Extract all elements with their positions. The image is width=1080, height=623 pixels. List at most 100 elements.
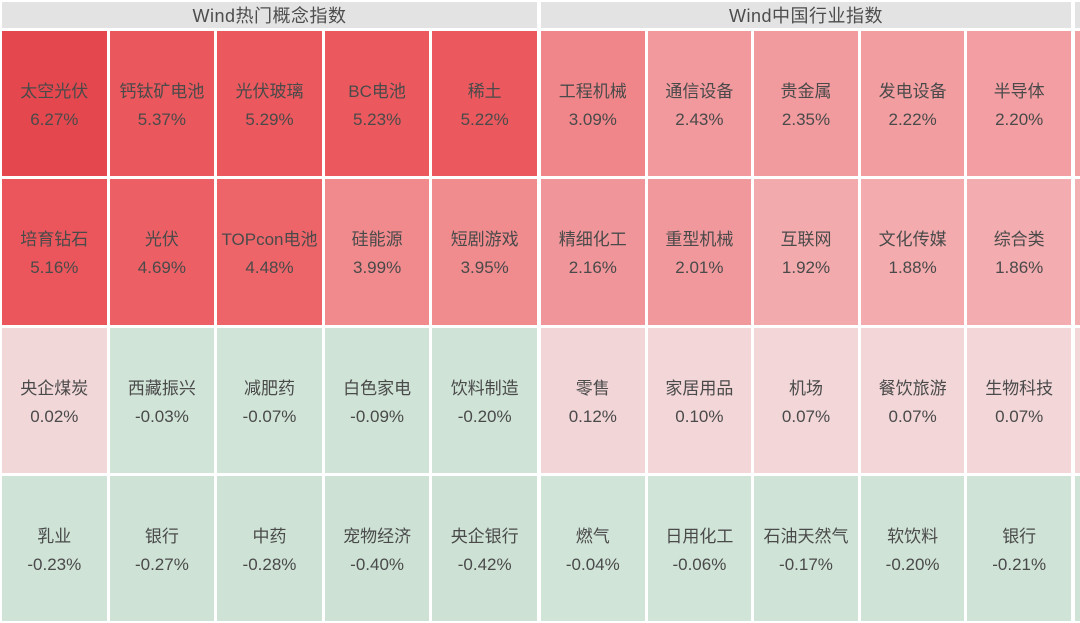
cell-label: 半导体: [993, 82, 1045, 102]
cell-change: -0.07%: [242, 406, 297, 426]
heatmap-cell[interactable]: 文化传媒 1.88%: [860, 179, 965, 325]
heatmap-cell[interactable]: 钙钛矿电池 5.37%: [109, 31, 215, 177]
cell-change: 2.22%: [888, 110, 937, 130]
heatmap-cell[interactable]: 央企煤炭 0.02%: [2, 327, 107, 473]
sliver-cell-fragment: [1075, 327, 1080, 473]
cell-label: 文化传媒: [878, 230, 947, 250]
sliver-title-fragment: [1075, 2, 1080, 28]
heatmap-cell[interactable]: 综合类 1.86%: [967, 179, 1071, 325]
cell-change: 1.86%: [995, 258, 1044, 278]
cell-label: 光伏玻璃: [235, 82, 304, 102]
cell-change: -0.09%: [350, 406, 405, 426]
cell-label: 饮料制造: [450, 378, 519, 398]
heatmap-cell[interactable]: 西藏振兴 -0.03%: [109, 327, 215, 473]
cell-change: -0.28%: [242, 554, 297, 574]
heatmap-cell[interactable]: 贵金属 2.35%: [754, 31, 858, 177]
heatmap-cell[interactable]: 家居用品 0.10%: [647, 327, 752, 473]
cell-change: 0.12%: [568, 406, 617, 426]
cell-change: 3.95%: [460, 258, 509, 278]
heatmap-cell[interactable]: 白色家电 -0.09%: [324, 327, 430, 473]
panel-title-concept: Wind热门概念指数: [2, 2, 537, 28]
sliver-cell-fragment: [1075, 31, 1080, 177]
cell-label: 家居用品: [665, 378, 734, 398]
heatmap-cell[interactable]: 宠物经济 -0.40%: [324, 475, 430, 621]
cell-label: 央企银行: [450, 526, 519, 546]
cell-change: 0.07%: [781, 406, 831, 426]
cell-change: -0.04%: [565, 554, 620, 574]
cell-change: 5.23%: [352, 110, 402, 130]
heatmap-cell[interactable]: 稀土 5.22%: [432, 31, 537, 177]
heatmap-cell[interactable]: 饮料制造 -0.20%: [432, 327, 537, 473]
heatmap-cell[interactable]: BC电池 5.23%: [324, 31, 430, 177]
cell-label: 培育钻石: [20, 230, 89, 250]
cell-change: 4.69%: [137, 258, 186, 278]
heatmap-cell[interactable]: 日用化工 -0.06%: [647, 475, 752, 621]
heatmap-cell[interactable]: 通信设备 2.43%: [647, 31, 752, 177]
heatmap-cell[interactable]: 中药 -0.28%: [217, 475, 322, 621]
cell-label: 贵金属: [780, 82, 832, 102]
heatmap-cell[interactable]: 工程机械 3.09%: [541, 31, 645, 177]
heatmap-cell[interactable]: 太空光伏 6.27%: [2, 31, 107, 177]
heatmap-cell[interactable]: 重型机械 2.01%: [647, 179, 752, 325]
heatmap-cell[interactable]: 软饮料 -0.20%: [860, 475, 965, 621]
cell-change: 5.22%: [460, 110, 509, 130]
cell-change: 0.07%: [888, 406, 937, 426]
cell-change: -0.21%: [992, 554, 1047, 574]
cell-label: 减肥药: [243, 378, 295, 398]
next-panel-edge-sliver: [1075, 2, 1080, 621]
heatmap-cell[interactable]: 精细化工 2.16%: [541, 179, 645, 325]
panel-industry-indices: Wind中国行业指数 工程机械 3.09% 通信设备 2.43% 贵金属 2.35% 发电设…: [541, 2, 1071, 621]
cell-label: 工程机械: [558, 82, 627, 102]
cell-change: -0.03%: [134, 406, 189, 426]
cell-change: -0.06%: [672, 554, 727, 574]
heatmap-cell[interactable]: 互联网 1.92%: [754, 179, 858, 325]
cell-change: -0.40%: [350, 554, 405, 574]
heatmap-cell[interactable]: 机场 0.07%: [754, 327, 858, 473]
cell-label: 零售: [575, 378, 610, 398]
heatmap-cell[interactable]: 半导体 2.20%: [967, 31, 1071, 177]
heatmap-cell[interactable]: 燃气 -0.04%: [541, 475, 645, 621]
cell-change: -0.23%: [27, 554, 82, 574]
cell-label: 银行: [144, 526, 179, 546]
cell-label: 重型机械: [665, 230, 734, 250]
cell-label: 硅能源: [351, 230, 403, 250]
cell-label: 太空光伏: [20, 82, 89, 102]
sliver-cell-fragment: [1075, 179, 1080, 325]
cell-label: 短剧游戏: [450, 230, 519, 250]
heatmap-cell[interactable]: 石油天然气 -0.17%: [754, 475, 858, 621]
heatmap-cell[interactable]: 乳业 -0.23%: [2, 475, 107, 621]
heatmap-cell[interactable]: 发电设备 2.22%: [860, 31, 965, 177]
panel-title-industry: Wind中国行业指数: [541, 2, 1071, 28]
heatmap-cell[interactable]: 零售 0.12%: [541, 327, 645, 473]
cell-label: 乳业: [37, 526, 72, 546]
cell-label: 石油天然气: [763, 526, 849, 546]
cell-change: 2.16%: [568, 258, 617, 278]
cell-change: -0.42%: [457, 554, 512, 574]
heatmap-cell[interactable]: 银行 -0.21%: [967, 475, 1071, 621]
heatmap-cell[interactable]: 餐饮旅游 0.07%: [860, 327, 965, 473]
heatmap-cell[interactable]: 光伏 4.69%: [109, 179, 215, 325]
heatmap-cell[interactable]: 短剧游戏 3.95%: [432, 179, 537, 325]
cell-change: 2.43%: [675, 110, 724, 130]
cell-change: 2.35%: [781, 110, 831, 130]
cell-label: 精细化工: [558, 230, 627, 250]
heatmap-cell[interactable]: 硅能源 3.99%: [324, 179, 430, 325]
heatmap-cell[interactable]: 银行 -0.27%: [109, 475, 215, 621]
heatmap-cell[interactable]: 光伏玻璃 5.29%: [217, 31, 322, 177]
cell-label: 燃气: [575, 526, 610, 546]
heatmap-cell[interactable]: 央企银行 -0.42%: [432, 475, 537, 621]
cell-change: 4.48%: [245, 258, 294, 278]
heatmap-cell[interactable]: 培育钻石 5.16%: [2, 179, 107, 325]
cell-label: 餐饮旅游: [878, 378, 947, 398]
cell-change: 1.88%: [888, 258, 937, 278]
cell-change: 3.09%: [568, 110, 617, 130]
panel-concept-indices: Wind热门概念指数 太空光伏 6.27% 钙钛矿电池 5.37% 光伏玻璃 5.29% B…: [2, 2, 537, 621]
cell-change: 0.10%: [675, 406, 724, 426]
cell-label: BC电池: [348, 82, 406, 102]
heatmap-cell[interactable]: 生物科技 0.07%: [967, 327, 1071, 473]
heatmap-cell[interactable]: TOPcon电池 4.48%: [217, 179, 322, 325]
heatmap-cell[interactable]: 减肥药 -0.07%: [217, 327, 322, 473]
cell-label: 稀土: [467, 82, 502, 102]
cell-label: 钙钛矿电池: [119, 82, 205, 102]
